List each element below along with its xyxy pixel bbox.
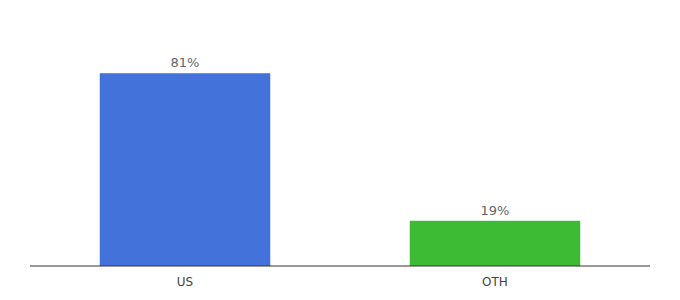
bars	[100, 73, 581, 266]
chart-container: 81% 19% US OTH	[0, 0, 680, 300]
bar	[100, 73, 271, 266]
x-axis-line	[30, 266, 650, 267]
data-label: 81%	[171, 55, 200, 70]
chart: 81% 19% US OTH	[0, 0, 680, 300]
x-axis: US OTH	[30, 266, 650, 289]
x-tick-label: OTH	[482, 275, 508, 289]
data-labels: 81% 19%	[171, 55, 510, 218]
x-tick-label: US	[177, 275, 193, 289]
bar	[410, 221, 581, 266]
data-label: 19%	[481, 203, 510, 218]
